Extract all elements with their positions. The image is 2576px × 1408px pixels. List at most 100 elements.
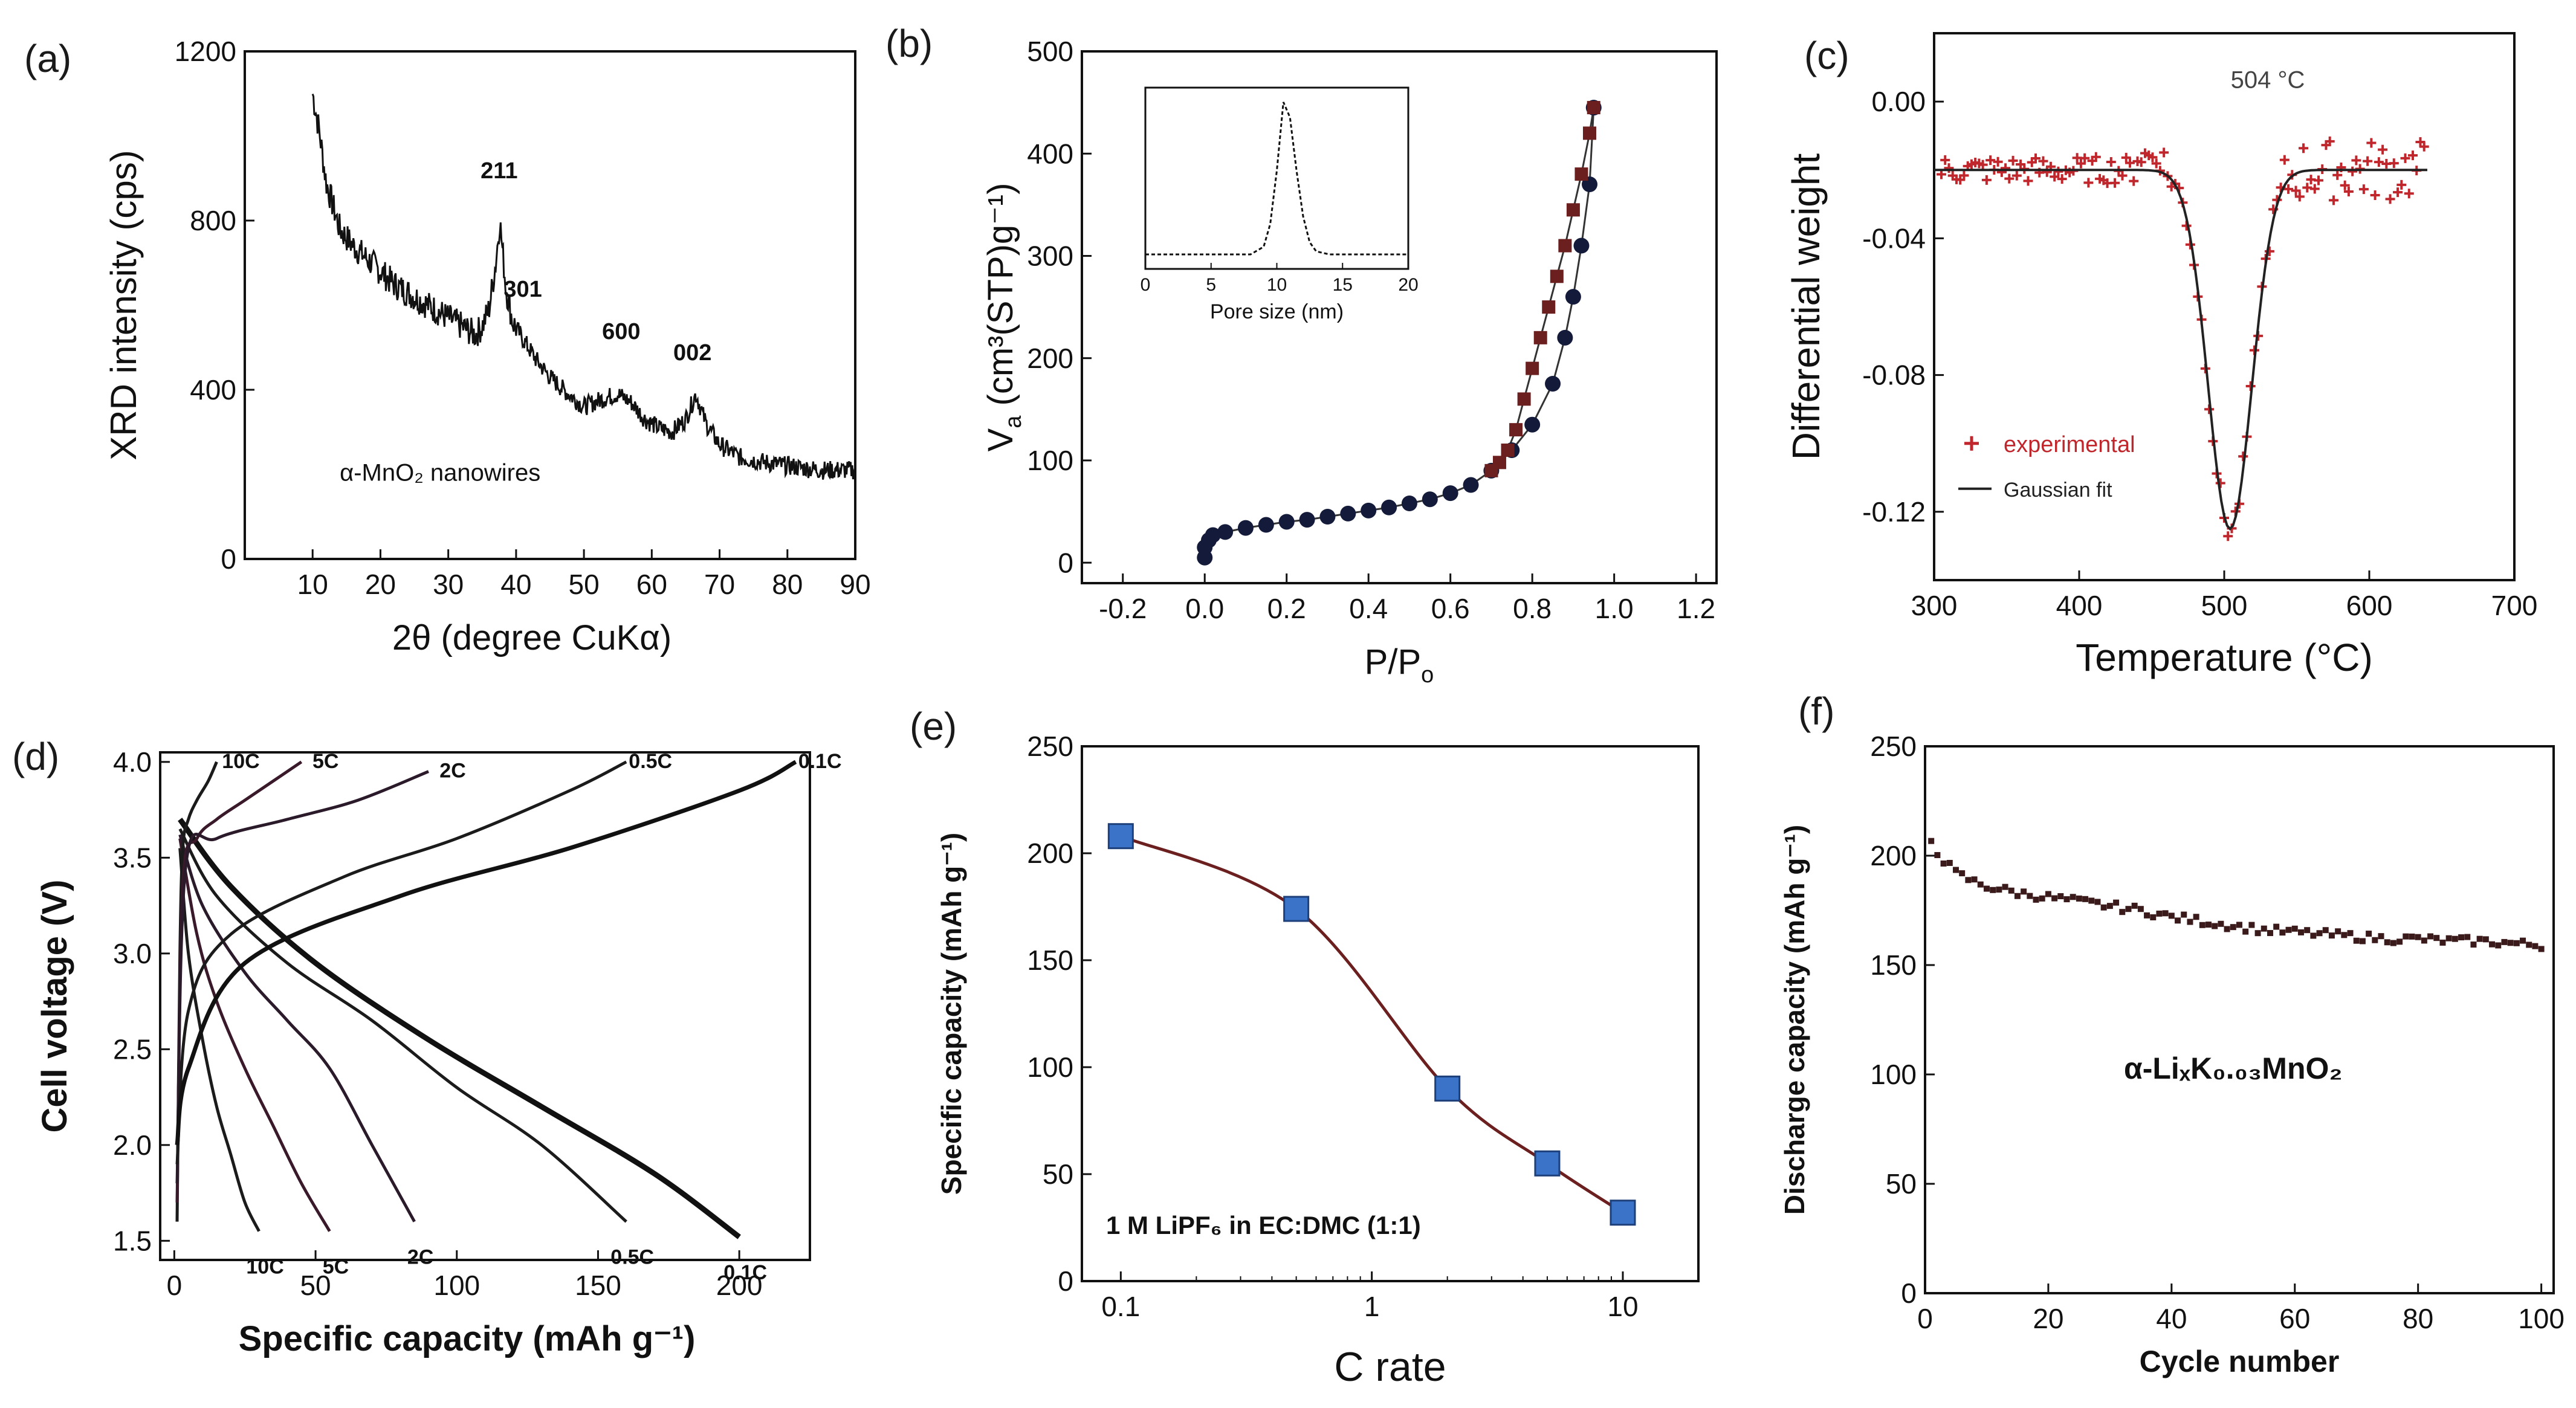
cycle-point xyxy=(2131,902,2138,909)
cycle-point xyxy=(2039,895,2045,902)
x-tick-label: 60 xyxy=(636,569,667,600)
cycle-point xyxy=(2137,906,2144,912)
cycle-point xyxy=(2218,920,2224,927)
cycle-point xyxy=(2532,943,2539,949)
experimental-point xyxy=(2291,186,2301,196)
experimental-point xyxy=(2147,152,2158,163)
y-tick-label: 50 xyxy=(1043,1158,1073,1190)
y-label-rest: (cm³(STP)g⁻¹) xyxy=(981,183,1020,416)
cycle-point xyxy=(2162,910,2169,917)
desorption-point xyxy=(1542,300,1556,314)
capacity-point xyxy=(1107,823,1134,850)
charge-curve xyxy=(175,770,429,1184)
y-tick-label: -0.04 xyxy=(1862,222,1926,254)
cycle-point xyxy=(2014,893,2021,899)
xrd-series-line xyxy=(311,94,856,480)
cycle-point xyxy=(1940,860,1947,867)
x-axis-label: Specific capacity (mAh g⁻¹) xyxy=(239,1319,696,1358)
cycle-point xyxy=(2310,932,2317,939)
experimental-point xyxy=(2050,172,2060,182)
cycle-point xyxy=(2520,937,2526,944)
x-tick-label: 50 xyxy=(569,569,600,600)
inset-x-tick-label: 0 xyxy=(1141,275,1151,295)
cycle-point xyxy=(2242,928,2249,935)
experimental-point xyxy=(1944,163,1954,173)
cycle-point xyxy=(2045,891,2051,897)
cycle-point xyxy=(2476,935,2483,942)
adsorption-point xyxy=(1463,477,1479,493)
peak-annotation: 504 °C xyxy=(2231,67,2305,94)
experimental-point xyxy=(2215,478,2225,488)
inset-line xyxy=(1145,102,1408,256)
cycle-point xyxy=(2322,927,2329,934)
cycle-point xyxy=(2088,897,2095,904)
chart-b: -0.2 0.0 0.2 0.4 0.6 0.8 1.0 1.2010020030040050… xyxy=(981,36,1718,688)
experimental-point xyxy=(1940,155,1950,165)
cycle-point xyxy=(2335,928,2341,935)
x-tick-label: 20 xyxy=(365,569,396,600)
y-tick-label: 0 xyxy=(1901,1277,1917,1309)
panel-label-f: (f) xyxy=(1798,689,1835,733)
sample-annotation: α-MnO₂ nanowires xyxy=(340,460,540,486)
cycle-point xyxy=(2119,909,2126,916)
cycle-point xyxy=(2390,940,2396,946)
experimental-point xyxy=(2264,246,2274,256)
x-tick-label: 40 xyxy=(2156,1303,2187,1334)
y-axis-label: XRD intensity (cps) xyxy=(103,150,144,460)
cycle-point xyxy=(2106,903,2113,909)
cycle-point xyxy=(2051,895,2058,902)
experimental-point xyxy=(2121,152,2131,163)
panel-label-e: (e) xyxy=(910,705,957,748)
y-tick-label: 1200 xyxy=(175,36,236,67)
plot-frame xyxy=(1081,745,1700,1282)
cycle-point xyxy=(2507,940,2514,946)
desorption-point xyxy=(1587,101,1600,115)
y-tick-label: 0 xyxy=(221,543,236,575)
adsorption-point xyxy=(1278,514,1295,530)
experimental-point xyxy=(2363,156,2373,166)
cycle-point xyxy=(2008,887,2015,894)
adsorption-point xyxy=(1319,509,1336,525)
y-tick-label: 3.5 xyxy=(113,842,152,873)
desorption-point xyxy=(1526,361,1539,375)
cycle-point xyxy=(2482,936,2489,943)
inset-x-tick-label: 5 xyxy=(1206,275,1216,295)
legend-experimental: experimental xyxy=(2004,432,2135,457)
experimental-point xyxy=(2408,150,2418,161)
chart-a: 10 20 30 40 50 60 70 80 90 0 400 800 1200 211 301 600 00… xyxy=(103,36,871,657)
gaussian-fit-line xyxy=(1934,169,2427,531)
x-tick-label: 0 xyxy=(167,1270,183,1301)
cycle-point xyxy=(2415,934,2421,940)
cycle-point xyxy=(2027,893,2033,899)
cycle-point xyxy=(2156,910,2163,917)
x-tick-label: -0.2 xyxy=(1099,593,1147,624)
cycle-point xyxy=(2236,922,2242,928)
y-tick-label: 400 xyxy=(1027,138,1073,169)
adsorption-point xyxy=(1217,524,1234,540)
desorption-point xyxy=(1517,392,1531,406)
cycle-point xyxy=(2396,938,2403,945)
cycle-point xyxy=(1965,877,1972,883)
experimental-point xyxy=(2343,187,2354,197)
y-tick-label: 200 xyxy=(1027,838,1073,869)
x-tick-label: 200 xyxy=(716,1270,763,1301)
cycle-point xyxy=(2267,930,2273,937)
adsorption-point xyxy=(1299,512,1315,528)
chart-f: 0 20 40 60 80 100 0 50 100 150 200 250 α-LiₓK₀.₀₃MnO… xyxy=(1779,731,2565,1378)
cycle-point xyxy=(2341,932,2348,938)
experimental-point xyxy=(2106,157,2116,167)
y-tick-label: 250 xyxy=(1870,731,1917,762)
cycle-point xyxy=(2254,930,2261,937)
cycle-point xyxy=(2144,912,2150,919)
x-tick-label: 10 xyxy=(297,569,328,600)
panel-label-a: (a) xyxy=(24,37,72,80)
x-tick-label: 90 xyxy=(840,569,870,600)
cycle-point xyxy=(2489,941,2496,948)
experimental-point xyxy=(2396,179,2407,190)
experimental-point xyxy=(2385,194,2395,204)
capacity-point xyxy=(1283,896,1310,922)
peak-label: 211 xyxy=(481,158,517,184)
cycle-point xyxy=(1946,860,1953,867)
x-tick-label: 0.0 xyxy=(1185,593,1224,624)
discharge-curve xyxy=(178,828,627,1223)
